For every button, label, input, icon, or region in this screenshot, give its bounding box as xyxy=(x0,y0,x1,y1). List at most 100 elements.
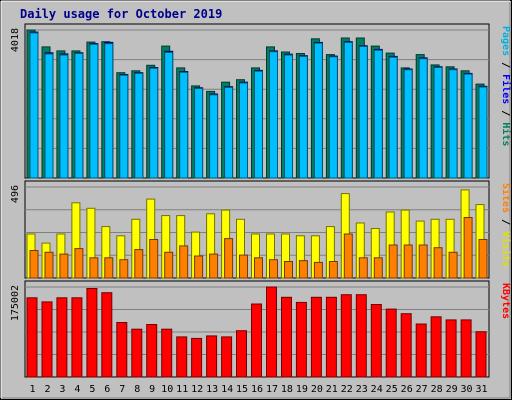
bar-pages-day-1 xyxy=(29,32,39,179)
bar-sites-day-31 xyxy=(478,239,488,279)
y-axis-label: KBytes xyxy=(500,283,511,319)
bar-pages-day-21 xyxy=(328,56,338,179)
y-axis-label-part: Files xyxy=(500,74,512,104)
bar-sites-day-17 xyxy=(269,259,278,279)
x-tick-label-day-17: 17 xyxy=(266,384,278,395)
bar-pages-day-18 xyxy=(284,54,293,179)
bar-sites-day-18 xyxy=(284,261,293,279)
series-sites xyxy=(29,217,488,279)
bar-kbytes-day-11 xyxy=(176,336,188,378)
x-tick-label-day-20: 20 xyxy=(311,384,323,395)
x-tick-label-day-27: 27 xyxy=(416,384,428,395)
bar-sites-day-2 xyxy=(44,251,54,279)
x-tick-label-day-8: 8 xyxy=(134,384,140,395)
panel-hits-files-pages: 4018 Pages / Files / Hits xyxy=(10,23,512,179)
x-tick-label-day-7: 7 xyxy=(119,384,125,395)
bar-pages-day-25 xyxy=(388,56,398,179)
x-tick-label-day-21: 21 xyxy=(326,384,338,395)
x-tick-label-day-9: 9 xyxy=(149,384,155,395)
bar-sites-day-10 xyxy=(164,251,174,279)
bar-pages-day-4 xyxy=(74,53,84,179)
x-tick-label-day-24: 24 xyxy=(371,384,383,395)
x-tick-label-day-14: 14 xyxy=(221,384,233,395)
bar-sites-day-3 xyxy=(59,253,69,279)
bar-sites-day-7 xyxy=(119,259,129,279)
chart-panels: 4018 Pages / Files / Hits 496 Sites / Visit… xyxy=(10,23,512,378)
y-axis-label-part: Hits xyxy=(500,122,512,146)
y-axis-label-part: / xyxy=(500,104,511,122)
bar-kbytes-day-2 xyxy=(41,301,53,378)
x-tick-label-day-5: 5 xyxy=(89,384,95,395)
bar-kbytes-day-5 xyxy=(86,288,98,378)
series-kbytes xyxy=(26,286,487,378)
bar-pages-day-14 xyxy=(224,86,234,179)
bar-pages-day-28 xyxy=(433,67,443,179)
bar-kbytes-day-8 xyxy=(131,328,143,378)
bar-kbytes-day-25 xyxy=(385,308,397,378)
x-tick-label-day-12: 12 xyxy=(191,384,203,395)
y-max-label: 4018 xyxy=(10,28,21,52)
chart-title: Daily usage for October 2019 xyxy=(20,7,222,21)
x-tick-label-day-23: 23 xyxy=(356,384,368,395)
y-axis-label-part: KBytes xyxy=(500,283,511,319)
y-axis-label: Pages / Files / Hits xyxy=(500,26,512,146)
bar-pages-day-10 xyxy=(164,51,174,179)
bar-pages-day-29 xyxy=(448,69,458,179)
series-pages xyxy=(29,32,488,179)
bar-kbytes-day-3 xyxy=(56,297,68,378)
bar-pages-day-12 xyxy=(194,88,204,179)
bar-sites-day-21 xyxy=(328,261,338,279)
panel-visits-sites: 496 Sites / Visits xyxy=(10,180,512,279)
x-tick-label-day-15: 15 xyxy=(236,384,248,395)
bar-sites-day-25 xyxy=(388,244,398,279)
bar-pages-day-22 xyxy=(343,41,353,179)
bar-sites-day-8 xyxy=(134,249,144,279)
bar-pages-day-15 xyxy=(239,82,248,179)
bar-sites-day-13 xyxy=(209,253,219,279)
x-axis-labels: 1 2 3 4 5 6 7 8 9 10 11 12 13 14 15 16 17 18 19 20 21 22 23 24 2… xyxy=(29,384,487,395)
bar-pages-day-2 xyxy=(44,53,54,179)
x-tick-label-day-10: 10 xyxy=(161,384,173,395)
bar-pages-day-19 xyxy=(298,55,308,179)
bar-sites-day-4 xyxy=(74,248,84,279)
bar-pages-day-17 xyxy=(269,51,278,179)
bar-kbytes-day-12 xyxy=(191,337,203,378)
bar-pages-day-7 xyxy=(119,74,129,179)
bar-pages-day-26 xyxy=(403,69,413,179)
bar-kbytes-day-27 xyxy=(415,323,427,378)
bar-pages-day-31 xyxy=(478,86,488,179)
bar-sites-day-5 xyxy=(89,257,99,279)
x-tick-label-day-3: 3 xyxy=(59,384,65,395)
bar-kbytes-day-1 xyxy=(26,297,38,378)
y-axis-label: Sites / Visits xyxy=(500,183,512,267)
bar-pages-day-13 xyxy=(209,94,219,179)
bar-pages-day-11 xyxy=(179,71,189,179)
bar-sites-day-20 xyxy=(313,261,323,279)
bar-pages-day-24 xyxy=(373,49,383,179)
x-tick-label-day-11: 11 xyxy=(176,384,188,395)
bar-sites-day-26 xyxy=(403,244,413,279)
y-max-label: 175002 xyxy=(10,285,21,321)
y-max-label: 496 xyxy=(10,185,21,203)
bar-sites-day-1 xyxy=(29,250,39,279)
bar-pages-day-9 xyxy=(149,67,159,179)
bar-sites-day-14 xyxy=(224,238,234,279)
bar-sites-day-29 xyxy=(448,251,458,279)
bar-kbytes-day-20 xyxy=(310,296,322,378)
bar-sites-day-9 xyxy=(149,239,159,279)
y-axis-label-part: Sites xyxy=(500,183,512,213)
bar-sites-day-15 xyxy=(239,254,248,279)
bar-sites-day-22 xyxy=(343,233,353,279)
bar-pages-day-3 xyxy=(59,54,69,179)
bar-kbytes-day-15 xyxy=(236,330,247,378)
bar-sites-day-6 xyxy=(104,257,114,279)
bar-pages-day-20 xyxy=(313,42,323,179)
bar-kbytes-day-9 xyxy=(146,324,158,378)
bar-pages-day-6 xyxy=(104,43,114,179)
x-tick-label-day-22: 22 xyxy=(341,384,353,395)
x-tick-label-day-31: 31 xyxy=(475,384,487,395)
bar-kbytes-day-28 xyxy=(430,316,442,378)
x-tick-label-day-25: 25 xyxy=(386,384,398,395)
bar-kbytes-day-24 xyxy=(370,304,382,378)
bar-sites-day-11 xyxy=(179,245,189,279)
